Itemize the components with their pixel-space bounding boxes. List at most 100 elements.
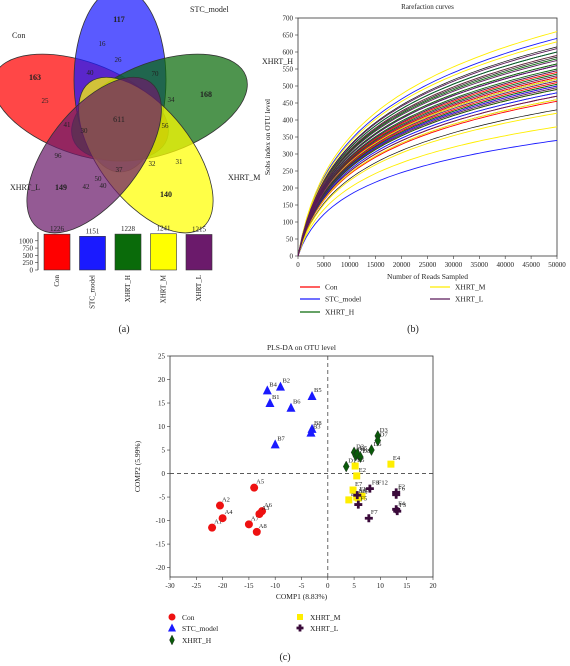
- plsda-point: [255, 509, 264, 518]
- plsda-y-tick-label: 20: [158, 376, 166, 384]
- bar-category-label: XHRT_M: [160, 274, 168, 303]
- plsda-point: [218, 514, 227, 523]
- rarefaction-x-label: Number of Reads Sampled: [387, 272, 468, 281]
- rarefaction-curve: [297, 77, 558, 257]
- plsda-point: [286, 402, 296, 412]
- bar-value-label: 1151: [86, 227, 100, 235]
- rarefaction-curve: [297, 58, 558, 257]
- plsda-point: [252, 527, 261, 536]
- rarefaction-y-tick-label: 250: [283, 168, 294, 176]
- venn-region-count: 96: [55, 152, 63, 160]
- venn-set-label: XHRT_H: [262, 57, 293, 66]
- plsda-point: [306, 427, 316, 437]
- plsda-x-tick-label: 10: [377, 582, 385, 590]
- plsda-point-label: D7: [380, 432, 389, 439]
- venn-unique-count: 117: [113, 15, 125, 24]
- plsda-point-label: E4: [393, 455, 401, 462]
- rarefaction-curve: [297, 68, 558, 257]
- bar: [185, 234, 213, 271]
- rarefaction-y-tick-label: 200: [283, 185, 294, 193]
- plsda-point-label: F3: [399, 502, 406, 509]
- bar: [114, 233, 142, 271]
- rarefaction-curve: [297, 139, 558, 257]
- plsda-point: [169, 634, 175, 646]
- venn-unique-count: 163: [29, 73, 41, 82]
- plsda-y-tick-label: -15: [156, 541, 166, 549]
- rarefaction-x-tick-label: 20000: [393, 261, 411, 269]
- plsda-point: [307, 390, 317, 400]
- venn-set-label: XHRT_M: [228, 173, 260, 182]
- venn-core-count: 611: [113, 115, 125, 124]
- venn-unique-count: 149: [55, 183, 67, 192]
- plsda-x-label: COMP1 (8.83%): [276, 592, 328, 601]
- venn-region-count: 70: [152, 70, 160, 78]
- plsda-point-label: F8: [372, 480, 379, 487]
- rarefaction-x-tick-label: 50000: [548, 261, 566, 269]
- plsda-point-label: F7: [371, 509, 379, 516]
- plsda-point-label: E2: [359, 467, 366, 474]
- rarefaction-legend-label: Con: [325, 283, 338, 292]
- rarefaction-curve: [297, 112, 558, 257]
- plsda-point-label: F12: [378, 480, 388, 487]
- rarefaction-x-tick-label: 0: [296, 261, 300, 269]
- bar-y-tick-label: 750: [23, 245, 34, 253]
- plsda-point: [297, 614, 303, 620]
- rarefaction-y-tick-label: 150: [283, 202, 294, 210]
- panel-label-a: (a): [118, 324, 129, 335]
- plsda-point: [353, 491, 362, 500]
- venn-region-count: 26: [115, 56, 123, 64]
- plsda-point: [374, 434, 381, 447]
- plsda-point-label: D8: [362, 448, 370, 455]
- plsda-point: [364, 514, 373, 523]
- plsda-title: PLS-DA on OTU level: [267, 343, 336, 352]
- rarefaction-y-tick-label: 400: [283, 117, 294, 125]
- plsda-point: [358, 492, 366, 500]
- plsda-y-tick-label: 15: [158, 400, 166, 408]
- venn-unique-count: 140: [160, 190, 172, 199]
- rarefaction-y-tick-label: 100: [283, 219, 294, 227]
- plsda-point: [250, 483, 259, 492]
- plsda-point: [168, 623, 176, 632]
- plsda-legend-label: XHRT_L: [310, 624, 339, 633]
- plsda-y-tick-label: 10: [158, 423, 166, 431]
- rarefaction-y-tick-label: 600: [283, 49, 294, 57]
- rarefaction-curve: [297, 95, 558, 257]
- plsda-point: [270, 439, 280, 449]
- rarefaction-curve: [297, 54, 558, 257]
- rarefaction-legend-label: STC_model: [325, 295, 361, 304]
- bar: [43, 233, 71, 271]
- plsda-legend-label: STC_model: [182, 624, 218, 633]
- venn-region-count: 30: [81, 127, 89, 135]
- rarefaction-legend-label: XHRT_H: [325, 308, 355, 317]
- venn-region-count: 56: [162, 122, 170, 130]
- rarefaction-frame: [297, 17, 558, 257]
- plsda-point-label: D2: [356, 443, 364, 450]
- plsda-point-label: A1: [214, 519, 222, 526]
- plsda-point-label: A6: [264, 502, 273, 509]
- rarefaction-curve: [297, 46, 558, 257]
- plsda-point: [345, 496, 353, 504]
- rarefaction-y-tick-label: 650: [283, 32, 294, 40]
- plsda-point-label: B3: [313, 424, 321, 431]
- bar: [150, 233, 177, 271]
- plsda-point-label: F6: [398, 486, 406, 493]
- plsda-x-tick-label: -15: [244, 582, 254, 590]
- rarefaction-x-tick-label: 25000: [419, 261, 437, 269]
- bar-y-tick-label: 0: [30, 267, 34, 275]
- rarefaction-y-tick-label: 300: [283, 151, 294, 159]
- plsda-point: [368, 444, 375, 456]
- plsda-point-label: A7: [251, 515, 260, 522]
- plsda-point: [354, 500, 363, 509]
- plsda-point-label: F5: [360, 496, 367, 503]
- rarefaction-curve: [297, 88, 558, 257]
- plsda-point-label: D4: [358, 447, 367, 454]
- rarefaction-title: Rarefaction curves: [401, 3, 454, 11]
- rarefaction-y-tick-label: 450: [283, 100, 294, 108]
- bar-value-label: 1228: [121, 225, 136, 233]
- bar-value-label: 1226: [50, 225, 65, 233]
- panel-label-c: (c): [279, 652, 290, 663]
- plsda-chart: PLS-DA on OTU level -20 -15 -10 -5 0 5 10 15 20 25…: [133, 343, 437, 646]
- rarefaction-y-tick-label: 50: [286, 236, 294, 244]
- plsda-point: [357, 451, 364, 464]
- plsda-y-tick-label: 25: [158, 353, 166, 361]
